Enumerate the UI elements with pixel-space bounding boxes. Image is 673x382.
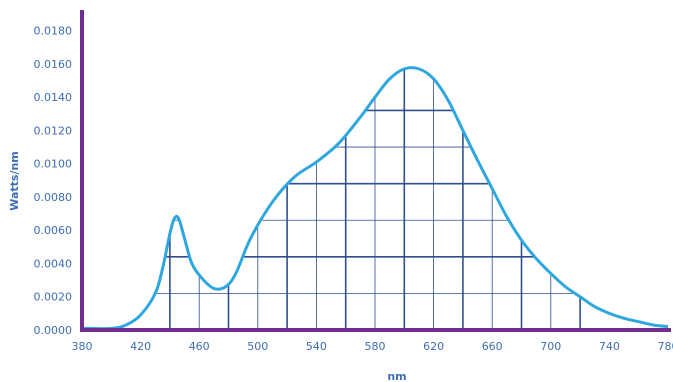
x-tick-label: 460	[189, 340, 210, 353]
y-tick-label: 0.0060	[34, 224, 73, 237]
y-tick-label: 0.0180	[34, 25, 73, 38]
x-axis-title: nm	[387, 370, 406, 382]
y-tick-label: 0.0160	[34, 58, 73, 71]
x-tick-label: 740	[599, 340, 620, 353]
y-tick-label: 0.0020	[34, 291, 73, 304]
x-tick-label: 580	[365, 340, 386, 353]
x-tick-label: 660	[482, 340, 503, 353]
x-tick-label: 540	[306, 340, 327, 353]
x-tick-label: 780	[658, 340, 673, 353]
y-tick-label: 0.0140	[34, 91, 73, 104]
y-tick-label: 0.0040	[34, 257, 73, 270]
y-axis-title: Watts/nm	[8, 151, 21, 211]
x-tick-label: 420	[130, 340, 151, 353]
grid-overlay	[155, 68, 581, 330]
x-tick-labels: 380 420 460 500 540 580 620 660 700 740 780	[72, 340, 673, 353]
y-tick-label: 0.0080	[34, 191, 73, 204]
y-tick-label: 0.0100	[34, 158, 73, 171]
x-tick-label: 620	[423, 340, 444, 353]
y-tick-label: 0.0120	[34, 124, 73, 137]
x-tick-label: 380	[72, 340, 93, 353]
y-tick-label: 0.0000	[34, 324, 73, 337]
x-tick-label: 500	[247, 340, 268, 353]
y-tick-labels: 0.0000 0.0020 0.0040 0.0060 0.0080 0.0100 0.01…	[34, 25, 73, 337]
spectral-curve	[81, 66, 669, 331]
x-tick-label: 700	[540, 340, 561, 353]
